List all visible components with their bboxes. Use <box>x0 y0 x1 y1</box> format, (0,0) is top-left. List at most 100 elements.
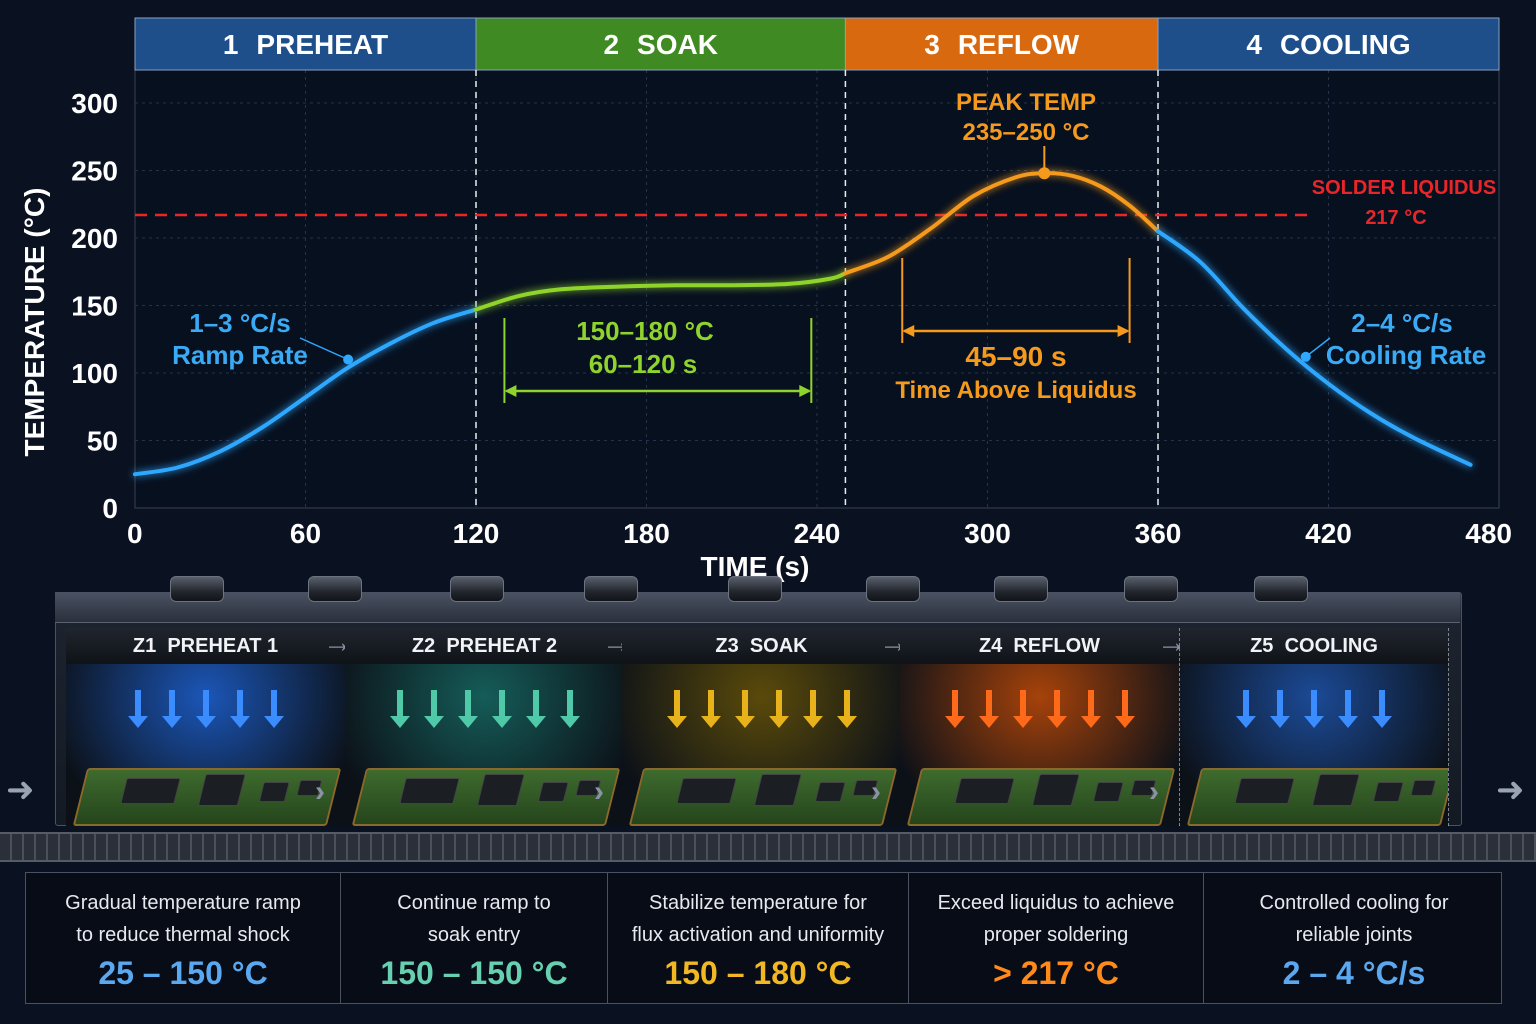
bracket-arrow-icon <box>1117 325 1130 337</box>
heat-arrow-icon <box>1236 690 1256 728</box>
heat-arrow-icon <box>700 690 721 728</box>
ic-chip <box>1234 778 1295 804</box>
card-description: Stabilize temperature for flux activation… <box>608 887 908 951</box>
bracket-arrow-icon <box>504 385 517 397</box>
heat-arrow-icon <box>944 690 965 728</box>
ic-chip <box>197 774 246 806</box>
zone-name: COOLING <box>1284 635 1378 657</box>
tal-bracket <box>901 258 1131 343</box>
phase-name: REFLOW <box>958 29 1080 60</box>
pcb-board <box>1186 768 1448 826</box>
heat-arrow-icon <box>195 690 216 728</box>
heat-arrow-icon <box>525 690 546 728</box>
phase-band <box>134 17 477 71</box>
vent-icon <box>1124 576 1178 602</box>
heat-arrows <box>345 690 624 728</box>
ic-chip <box>120 778 181 804</box>
zone-card: Gradual temperature ramp to reduce therma… <box>26 873 341 1003</box>
phase-band <box>1157 17 1500 71</box>
card-line-1: Exceed liquidus to achieve <box>937 892 1175 914</box>
bracket-arrow-icon <box>799 385 812 397</box>
zone-code: Z5 <box>1250 635 1274 657</box>
heat-arrows <box>900 690 1179 728</box>
zone-card: Continue ramp to soak entry 150 – 150 °C <box>341 873 608 1003</box>
ic-chip <box>753 774 802 806</box>
zone-card: Stabilize temperature for flux activation… <box>608 873 909 1003</box>
card-line-2: proper soldering <box>983 924 1129 946</box>
ic-chip <box>537 782 569 802</box>
heat-arrow-icon <box>1046 690 1067 728</box>
phase-name: SOAK <box>637 29 718 60</box>
phase-label: 2 SOAK <box>603 29 717 60</box>
x-tick-label: 480 <box>1465 518 1512 549</box>
x-tick-label: 420 <box>1305 518 1352 549</box>
y-tick-label: 250 <box>71 156 118 187</box>
vent-icon <box>866 576 920 602</box>
heat-arrow-icon <box>263 690 284 728</box>
conveyor-belt <box>0 832 1536 862</box>
conveyor-chevron-icon: › <box>594 775 604 808</box>
zone-header: Z4 REFLOW <box>900 628 1179 665</box>
heat-arrow-icon <box>559 690 580 728</box>
card-description: Exceed liquidus to achieve proper solderi… <box>909 887 1203 951</box>
vent-icon <box>450 576 504 602</box>
zone-header: Z5 COOLING <box>1180 628 1448 665</box>
heat-arrow-icon <box>457 690 478 728</box>
oven-zone: Z4 REFLOW <box>900 628 1180 826</box>
zone-header: Z1 PREHEAT 1 <box>66 628 345 665</box>
card-line-2: soak entry <box>427 924 521 946</box>
card-line-1: Continue ramp to <box>397 892 551 914</box>
curve-soak <box>474 271 848 312</box>
ic-chip <box>1372 782 1404 802</box>
zone-header: Z3 SOAK <box>622 628 901 665</box>
phase-number: 1 <box>223 29 239 60</box>
vent-icon <box>584 576 638 602</box>
heat-arrow-icon <box>389 690 410 728</box>
pcb-board <box>906 768 1176 826</box>
ramp-rate-leader <box>299 337 349 361</box>
heat-arrows <box>1180 690 1448 728</box>
phase-dividers <box>475 70 1159 508</box>
ic-chip <box>476 774 525 806</box>
zone-descriptions: Gradual temperature ramp to reduce therma… <box>25 872 1502 1004</box>
ramp-rate-label: Ramp Rate <box>172 340 308 370</box>
phase-band <box>844 17 1159 71</box>
vent-icon <box>728 576 782 602</box>
y-tick-label: 100 <box>71 358 118 389</box>
phase-name: PREHEAT <box>256 29 388 60</box>
zone-name: PREHEAT 1 <box>167 635 279 657</box>
zone-name: PREHEAT 2 <box>446 635 558 657</box>
liquidus-label: SOLDER LIQUIDUS <box>1312 177 1496 199</box>
card-range: > 217 °C <box>993 955 1119 991</box>
ic-chip <box>1311 774 1360 806</box>
heat-arrow-icon <box>1372 690 1392 728</box>
card-range: 150 – 180 °C <box>664 955 852 991</box>
heat-arrow-icon <box>229 690 250 728</box>
pcb-board <box>628 768 898 826</box>
heat-arrow-icon <box>491 690 512 728</box>
ic-chip <box>954 778 1015 804</box>
pcb-board <box>351 768 621 826</box>
vent-icon <box>170 576 224 602</box>
heat-arrow-icon <box>1012 690 1033 728</box>
y-axis-label: TEMPERATURE (°C) <box>19 188 50 457</box>
oven-zone: Z3 SOAK <box>622 628 902 826</box>
card-range: 25 – 150 °C <box>98 955 268 991</box>
x-tick-label: 240 <box>794 518 841 549</box>
card-line-2: flux activation and uniformity <box>631 924 885 946</box>
pcb-board <box>72 768 342 826</box>
heat-arrow-icon <box>1270 690 1290 728</box>
zone-code: Z3 <box>715 635 739 657</box>
reflow-profile-chart: 1 PREHEAT 2 SOAK 3 REFLOW 4 COOLING 0 50 100 150 20… <box>19 17 1512 582</box>
tal-label: Time Above Liquidus <box>895 377 1136 404</box>
soak-temp-range: 150–180 °C <box>576 316 714 346</box>
x-tick-label: 60 <box>290 518 321 549</box>
curve-reflow <box>843 171 1160 276</box>
conveyor-out-arrow-icon: ➜ <box>1496 771 1525 809</box>
zone-name: REFLOW <box>1013 635 1101 657</box>
phase-label: 1 PREHEAT <box>223 29 388 60</box>
phase-header: 1 PREHEAT 2 SOAK 3 REFLOW 4 COOLING <box>134 17 1500 71</box>
heat-arrows <box>66 690 345 728</box>
card-line-1: Controlled cooling for <box>1259 892 1449 914</box>
ic-chip <box>676 778 737 804</box>
